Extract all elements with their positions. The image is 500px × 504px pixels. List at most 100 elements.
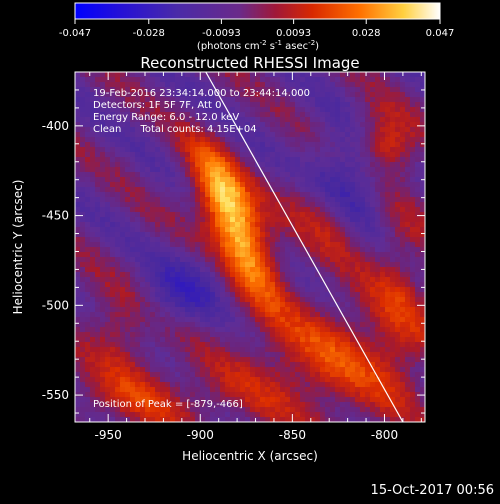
- heatmap-cell: [195, 177, 201, 183]
- heatmap-cell: [155, 332, 161, 338]
- heatmap-cell: [100, 382, 106, 388]
- heatmap-cell: [230, 297, 236, 303]
- heatmap-cell: [130, 137, 136, 143]
- heatmap-cell: [205, 272, 211, 278]
- heatmap-cell: [155, 372, 161, 378]
- heatmap-cell: [330, 182, 336, 188]
- heatmap-cell: [335, 137, 341, 143]
- heatmap-cell: [220, 332, 226, 338]
- heatmap-cell: [380, 192, 386, 198]
- heatmap-cell: [165, 297, 171, 303]
- heatmap-cell: [280, 267, 286, 273]
- heatmap-cell: [135, 207, 141, 213]
- heatmap-cell: [200, 217, 206, 223]
- heatmap-cell: [245, 392, 251, 398]
- heatmap-cell: [350, 227, 356, 233]
- heatmap-cell: [125, 137, 131, 143]
- heatmap-cell: [300, 412, 306, 418]
- heatmap-cell: [295, 77, 301, 83]
- heatmap-cell: [195, 212, 201, 218]
- heatmap-cell: [285, 122, 291, 128]
- heatmap-cell: [415, 182, 421, 188]
- heatmap-cell: [275, 342, 281, 348]
- heatmap-cell: [205, 387, 211, 393]
- heatmap-cell: [165, 227, 171, 233]
- heatmap-cell: [215, 242, 221, 248]
- heatmap-cell: [370, 152, 376, 158]
- heatmap-cell: [315, 162, 321, 168]
- heatmap-cell: [295, 122, 301, 128]
- heatmap-cell: [400, 252, 406, 258]
- heatmap-cell: [250, 212, 256, 218]
- heatmap-cell: [340, 177, 346, 183]
- heatmap-cell: [395, 397, 401, 403]
- heatmap-cell: [205, 217, 211, 223]
- heatmap-cell: [315, 82, 321, 88]
- heatmap-cell: [195, 312, 201, 318]
- heatmap-cell: [225, 142, 231, 148]
- heatmap-cell: [415, 372, 421, 378]
- heatmap-cell: [140, 177, 146, 183]
- heatmap-cell: [270, 227, 276, 233]
- heatmap-cell: [255, 312, 261, 318]
- heatmap-cell: [215, 262, 221, 268]
- heatmap-cell: [215, 342, 221, 348]
- heatmap-cell: [405, 232, 411, 238]
- heatmap-cell: [100, 252, 106, 258]
- y-tick-label: -500: [42, 298, 69, 312]
- heatmap-cell: [160, 367, 166, 373]
- heatmap-cell: [110, 412, 116, 418]
- heatmap-cell: [80, 277, 86, 283]
- heatmap-cell: [265, 307, 271, 313]
- heatmap-cell: [340, 382, 346, 388]
- heatmap-cell: [355, 407, 361, 413]
- heatmap-cell: [230, 102, 236, 108]
- heatmap-cell: [385, 307, 391, 313]
- heatmap-cell: [195, 82, 201, 88]
- heatmap-cell: [265, 72, 271, 78]
- heatmap-cell: [400, 312, 406, 318]
- heatmap-cell: [85, 387, 91, 393]
- heatmap-cell: [320, 372, 326, 378]
- heatmap-cell: [210, 177, 216, 183]
- heatmap-cell: [200, 142, 206, 148]
- heatmap-cell: [115, 337, 121, 343]
- heatmap-cell: [165, 342, 171, 348]
- heatmap-cell: [245, 242, 251, 248]
- heatmap-cell: [375, 312, 381, 318]
- heatmap-cell: [355, 182, 361, 188]
- heatmap-cell: [265, 267, 271, 273]
- heatmap-cell: [205, 337, 211, 343]
- heatmap-cell: [170, 227, 176, 233]
- heatmap-cell: [95, 157, 101, 163]
- heatmap-cell: [135, 237, 141, 243]
- heatmap-cell: [310, 137, 316, 143]
- heatmap-cell: [375, 327, 381, 333]
- heatmap-cell: [225, 277, 231, 283]
- heatmap-cell: [390, 217, 396, 223]
- heatmap-cell: [410, 237, 416, 243]
- heatmap-cell: [335, 212, 341, 218]
- heatmap-cell: [290, 402, 296, 408]
- heatmap-cell: [410, 172, 416, 178]
- heatmap-cell: [375, 332, 381, 338]
- heatmap-cell: [320, 367, 326, 373]
- heatmap-cell: [140, 267, 146, 273]
- heatmap-cell: [255, 372, 261, 378]
- heatmap-cell: [390, 227, 396, 233]
- heatmap-cell: [390, 372, 396, 378]
- heatmap-cell: [190, 182, 196, 188]
- heatmap-cell: [200, 362, 206, 368]
- heatmap-cell: [370, 77, 376, 83]
- heatmap-cell: [205, 372, 211, 378]
- heatmap-cell: [240, 167, 246, 173]
- heatmap-cell: [380, 127, 386, 133]
- heatmap-cell: [180, 167, 186, 173]
- heatmap-cell: [370, 167, 376, 173]
- heatmap-cell: [405, 87, 411, 93]
- heatmap-cell: [295, 172, 301, 178]
- heatmap-cell: [250, 282, 256, 288]
- heatmap-cell: [315, 192, 321, 198]
- heatmap-cell: [125, 372, 131, 378]
- heatmap-cell: [280, 302, 286, 308]
